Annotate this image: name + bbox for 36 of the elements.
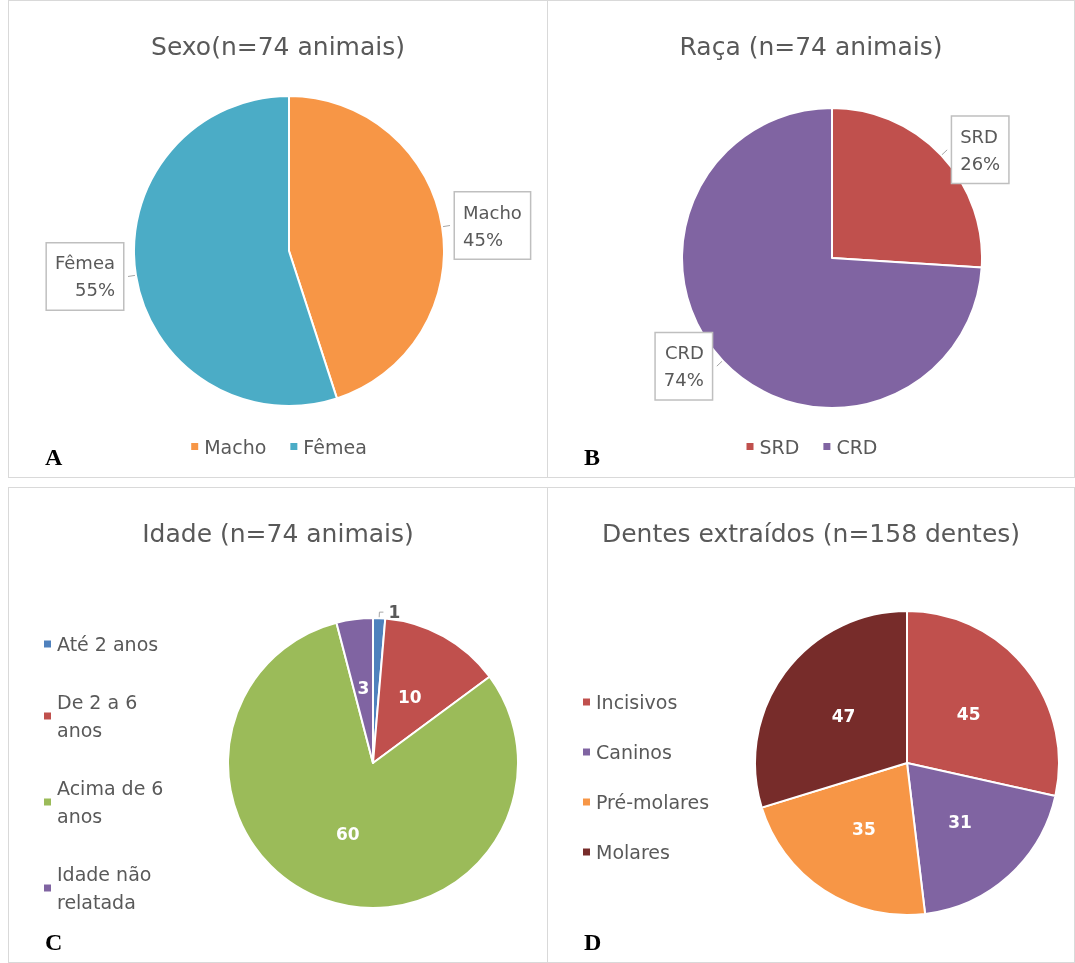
data-label: 3 xyxy=(357,678,370,699)
data-label: 1 xyxy=(388,602,401,623)
chart-title: Raça (n=74 animais) xyxy=(679,32,943,61)
text: A xyxy=(45,444,63,470)
chart-title: Idade (n=74 animais) xyxy=(142,519,414,548)
legend-label: Molares xyxy=(596,841,670,863)
data-label: 45 xyxy=(956,703,981,724)
legend-label: CRD xyxy=(836,435,878,458)
slice-label: Fêmea xyxy=(54,252,116,274)
data-label: 35 xyxy=(852,819,876,840)
chart-title: Sexo(n=74 animais) xyxy=(151,32,405,61)
legend-label: Macho xyxy=(204,435,267,458)
text: D xyxy=(584,929,602,955)
legend-label: Acima de 6 anos xyxy=(57,777,170,827)
data-label: 26% xyxy=(960,152,1001,174)
legend-label: Fêmea xyxy=(303,435,367,458)
text: C xyxy=(45,929,63,955)
data-label: 47 xyxy=(831,706,856,727)
data-label: 45% xyxy=(462,228,504,250)
legend-label: Até 2 anos xyxy=(57,633,159,655)
slice-label: SRD xyxy=(960,125,998,147)
data-label: 74% xyxy=(663,369,704,391)
legend-label: Incisivos xyxy=(596,691,678,713)
data-label: 31 xyxy=(948,811,972,832)
slice-label: CRD xyxy=(664,342,704,364)
chart-title: Dentes extraídos (n=158 dentes) xyxy=(601,519,1021,548)
legend-label: Idade não relatada xyxy=(57,863,158,913)
legend-label: Caninos xyxy=(596,741,672,763)
data-label: 10 xyxy=(397,687,422,708)
data-label: 55% xyxy=(74,279,116,301)
legend-label: De 2 a 6 anos xyxy=(57,691,144,741)
slice-label: Macho xyxy=(462,201,522,223)
legend-label: SRD xyxy=(759,435,800,458)
text: B xyxy=(584,444,601,470)
legend-label: Pré-molares xyxy=(596,791,710,813)
data-label: 60 xyxy=(336,824,360,845)
